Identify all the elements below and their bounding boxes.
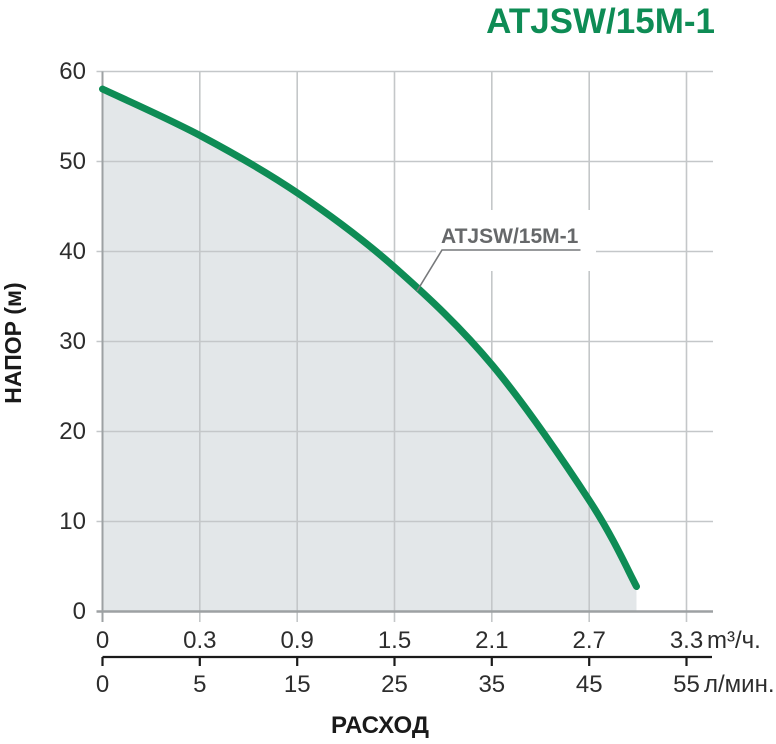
svg-text:45: 45: [576, 671, 603, 698]
svg-text:НАПОР (м): НАПОР (м): [0, 282, 26, 403]
svg-text:m³/ч.: m³/ч.: [707, 627, 761, 654]
svg-text:50: 50: [59, 148, 86, 175]
svg-text:55: 55: [673, 671, 700, 698]
svg-text:ATJSW/15M-1: ATJSW/15M-1: [486, 2, 715, 41]
svg-text:30: 30: [59, 328, 86, 355]
svg-text:40: 40: [59, 238, 86, 265]
svg-text:0: 0: [73, 598, 86, 625]
svg-text:2.7: 2.7: [573, 627, 606, 654]
svg-text:РАСХОД: РАСХОД: [331, 712, 429, 739]
svg-text:0.3: 0.3: [183, 627, 216, 654]
svg-text:3.3: 3.3: [670, 627, 703, 654]
svg-text:0: 0: [96, 671, 109, 698]
svg-text:25: 25: [381, 671, 408, 698]
svg-text:35: 35: [478, 671, 505, 698]
svg-text:5: 5: [193, 671, 206, 698]
svg-text:60: 60: [59, 58, 86, 85]
svg-text:1.5: 1.5: [378, 627, 411, 654]
svg-text:10: 10: [59, 508, 86, 535]
svg-text:15: 15: [284, 671, 311, 698]
svg-text:0: 0: [96, 627, 109, 654]
svg-text:20: 20: [59, 418, 86, 445]
svg-text:ATJSW/15M-1: ATJSW/15M-1: [441, 225, 579, 248]
svg-text:0.9: 0.9: [281, 627, 314, 654]
svg-text:л/мин.: л/мин.: [704, 671, 775, 698]
svg-text:2.1: 2.1: [475, 627, 508, 654]
